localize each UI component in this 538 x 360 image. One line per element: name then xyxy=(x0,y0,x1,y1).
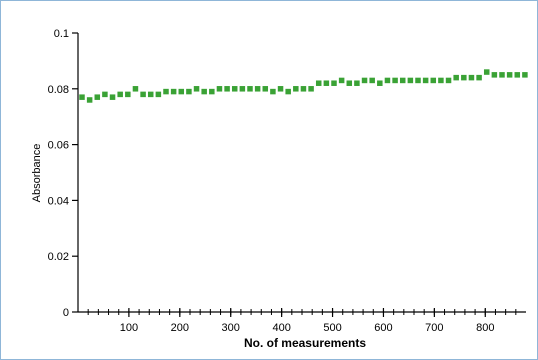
data-point xyxy=(415,77,421,84)
data-point xyxy=(453,74,459,81)
data-point xyxy=(94,94,101,100)
data-point xyxy=(155,91,162,98)
data-point xyxy=(209,88,215,95)
data-point xyxy=(231,86,238,92)
data-point xyxy=(140,91,146,98)
data-point xyxy=(125,91,131,98)
data-point xyxy=(430,77,437,84)
ticks: 0 0.02 0.04 0.06 0.08 0.1 100 200 300 400 500 600 70… xyxy=(48,28,517,334)
x-tick-label: 800 xyxy=(476,322,494,334)
data-points xyxy=(79,69,528,103)
data-point xyxy=(491,72,498,78)
data-point xyxy=(331,80,337,86)
x-tick-label: 600 xyxy=(374,322,392,334)
data-point xyxy=(468,74,475,81)
data-point xyxy=(277,86,284,92)
data-point xyxy=(254,86,261,92)
y-tick-label: 0.08 xyxy=(48,84,69,96)
data-point xyxy=(506,72,513,78)
data-point xyxy=(438,77,444,84)
x-tick-label: 200 xyxy=(171,322,189,334)
x-tick-label: 700 xyxy=(425,322,443,334)
data-point xyxy=(247,86,253,92)
y-tick-label: 0.06 xyxy=(48,140,69,152)
data-point xyxy=(117,91,123,98)
data-point xyxy=(522,72,528,78)
data-point xyxy=(384,77,391,84)
x-axis-title: No. of measurements xyxy=(244,336,366,350)
data-point xyxy=(262,86,269,92)
x-tick-label: 400 xyxy=(272,322,290,334)
data-point xyxy=(476,74,482,81)
data-point xyxy=(377,80,383,86)
data-point xyxy=(102,91,108,98)
data-point xyxy=(346,80,353,86)
data-point xyxy=(293,86,299,92)
data-point xyxy=(178,88,185,95)
x-tick-label: 300 xyxy=(222,322,240,334)
y-axis-title: Absorbance xyxy=(31,144,43,203)
y-tick-label: 0.04 xyxy=(48,195,69,207)
data-point xyxy=(323,80,330,86)
data-point xyxy=(354,80,360,86)
data-point xyxy=(270,88,276,95)
data-point xyxy=(201,88,207,95)
data-point xyxy=(224,86,230,92)
data-point xyxy=(216,86,223,92)
data-point xyxy=(285,88,291,95)
data-point xyxy=(315,80,322,86)
data-point xyxy=(300,86,307,92)
data-point xyxy=(109,94,116,100)
data-point xyxy=(499,72,505,78)
data-point xyxy=(86,97,93,103)
data-point xyxy=(132,86,139,92)
data-point xyxy=(163,88,169,95)
data-point xyxy=(308,86,314,92)
data-point xyxy=(361,77,368,84)
data-point xyxy=(79,94,85,100)
data-point xyxy=(407,77,414,84)
data-point xyxy=(461,74,467,81)
data-point xyxy=(445,77,452,84)
axes xyxy=(77,33,526,313)
data-point xyxy=(193,86,200,92)
data-point xyxy=(186,88,192,95)
data-point xyxy=(147,91,154,98)
data-point xyxy=(514,72,521,78)
data-point xyxy=(369,77,375,84)
x-tick-label: 500 xyxy=(323,322,341,334)
data-point xyxy=(399,77,406,84)
x-tick-label: 100 xyxy=(120,322,138,334)
y-tick-label: 0 xyxy=(63,307,69,319)
data-point xyxy=(422,77,429,84)
data-point xyxy=(338,77,345,84)
data-point xyxy=(170,88,177,95)
data-point xyxy=(483,69,490,75)
y-tick-label: 0.02 xyxy=(48,251,69,263)
y-tick-label: 0.1 xyxy=(54,28,69,40)
data-point xyxy=(239,86,246,92)
data-point xyxy=(392,77,398,84)
